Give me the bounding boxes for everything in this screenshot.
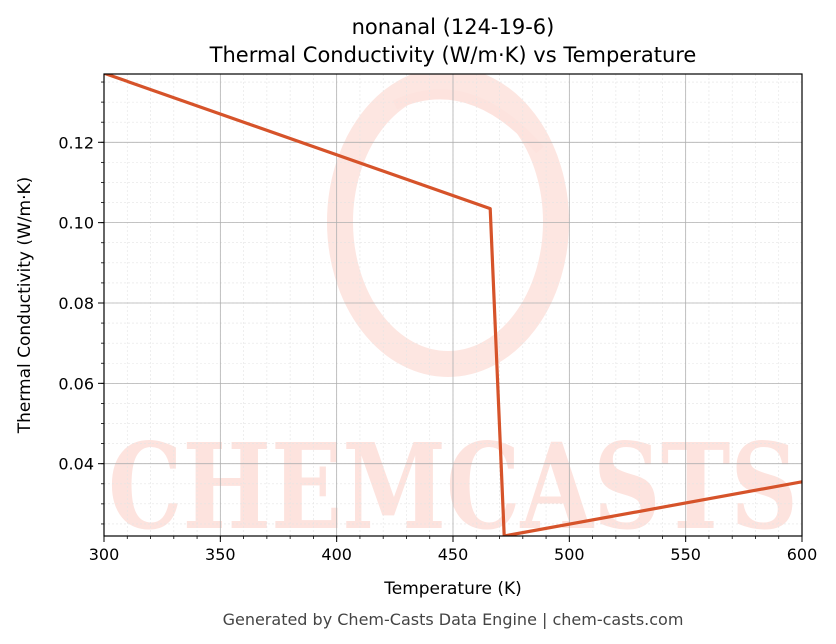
x-tick-label: 550 (670, 545, 701, 564)
series-line (104, 74, 802, 536)
y-tick-label: 0.12 (58, 133, 94, 152)
x-tick-label: 300 (89, 545, 120, 564)
footer-credit: Generated by Chem-Casts Data Engine | ch… (223, 610, 684, 629)
series-layer (104, 74, 802, 536)
chart-title: nonanal (124-19-6) (352, 15, 555, 39)
y-tick-label: 0.06 (58, 374, 94, 393)
x-tick-label: 450 (438, 545, 469, 564)
x-axis-label: Temperature (K) (383, 579, 522, 599)
x-tick-label: 350 (205, 545, 236, 564)
y-axis-label: Thermal Conductivity (W/m·K) (15, 177, 35, 435)
y-axis: 0.04 0.06 0.08 0.10 0.12 (58, 81, 104, 525)
chart-subtitle: Thermal Conductivity (W/m·K) vs Temperat… (209, 43, 697, 67)
x-tick-label: 400 (321, 545, 352, 564)
x-axis: 300 350 400 450 500 550 600 (89, 536, 818, 564)
y-tick-label: 0.10 (58, 214, 94, 233)
y-tick-label: 0.04 (58, 455, 94, 474)
y-tick-label: 0.08 (58, 294, 94, 313)
watermark-ring (327, 74, 569, 377)
x-tick-label: 600 (787, 545, 818, 564)
x-tick-label: 500 (554, 545, 585, 564)
watermark-swirl (392, 89, 544, 154)
